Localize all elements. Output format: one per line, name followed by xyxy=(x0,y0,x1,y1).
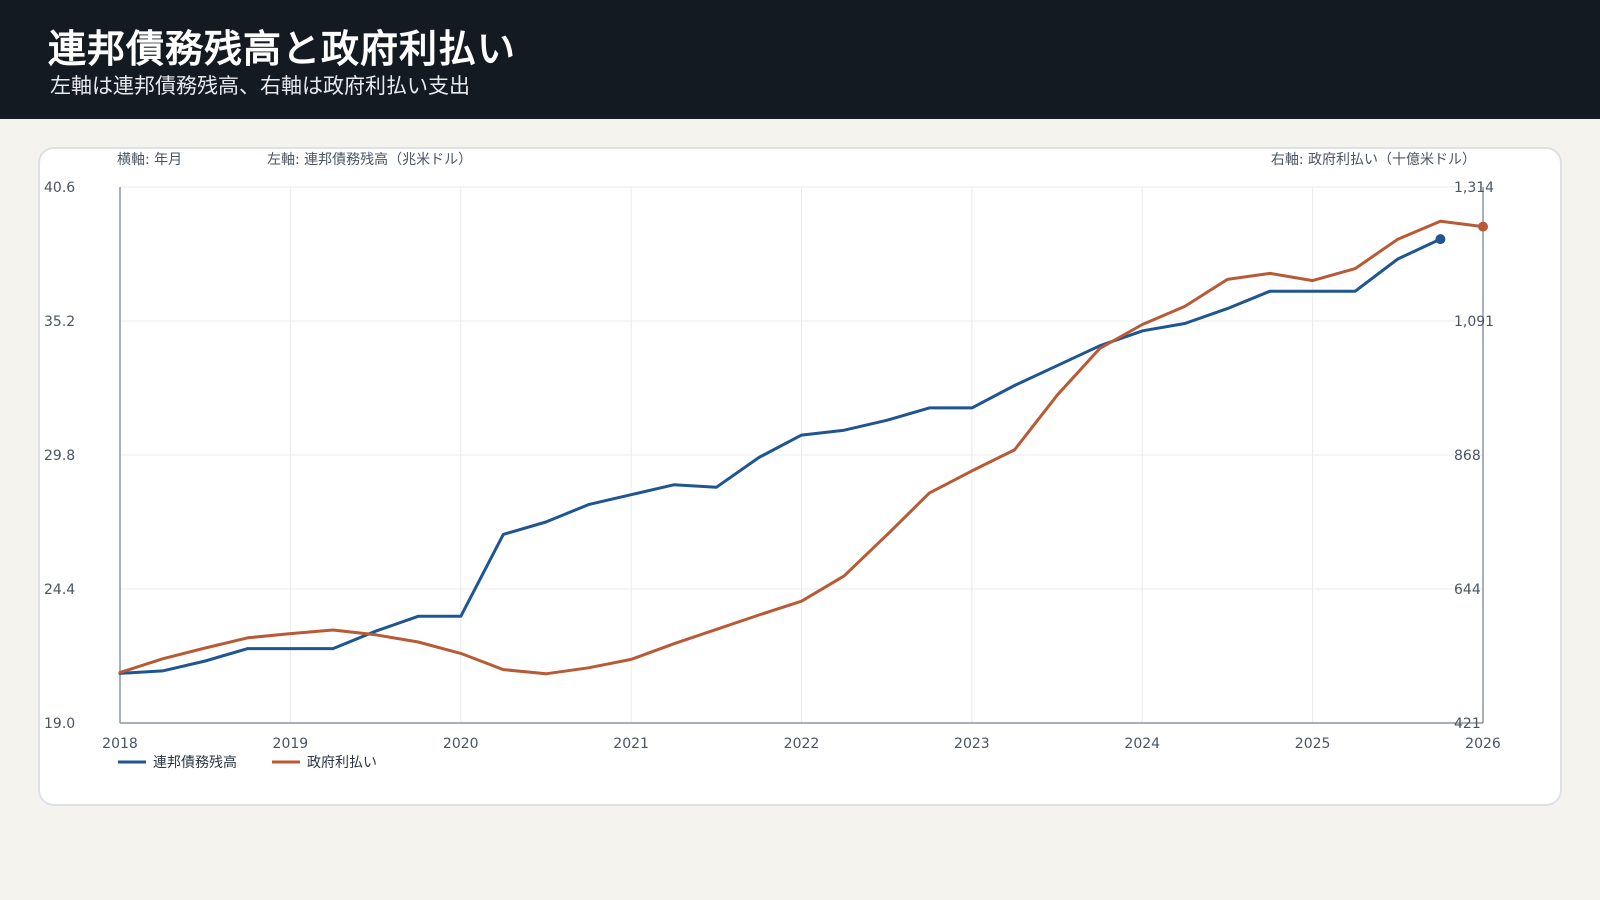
series-endpoint-debt xyxy=(1435,234,1446,245)
series-line-interest xyxy=(118,219,1485,676)
legend-label-interest: 政府利払い xyxy=(307,755,377,771)
x-tick-label: 2025 xyxy=(1295,736,1331,752)
page-subtitle: 左軸は連邦債務残高、右軸は政府利払い支出 xyxy=(50,74,470,98)
left-tick-labels: 40.6 35.2 29.8 24.4 19.0 xyxy=(44,180,75,732)
x-tick-label: 2021 xyxy=(613,736,649,752)
left-tick-label: 35.2 xyxy=(44,314,75,330)
right-tick-label: 1,314 xyxy=(1454,180,1494,196)
header-bar: 連邦債務残高と政府利払い 左軸は連邦債務残高、右軸は政府利払い支出 xyxy=(0,0,1600,119)
series-line-debt xyxy=(118,237,1442,675)
x-axis-title: 横軸: 年月 xyxy=(117,152,182,168)
series xyxy=(118,219,1488,676)
left-tick-label: 29.8 xyxy=(44,448,75,464)
x-tick-label: 2020 xyxy=(443,736,479,752)
right-axis-title: 右軸: 政府利払い（十億米ドル） xyxy=(1271,152,1476,168)
dual-axis-line-chart: 横軸: 年月 左軸: 連邦債務残高（兆米ドル） 右軸: 政府利払い（十億米ドル）… xyxy=(44,151,1501,771)
left-tick-label: 24.4 xyxy=(44,582,75,598)
left-axis-title: 左軸: 連邦債務残高（兆米ドル） xyxy=(267,151,472,168)
right-tick-label: 868 xyxy=(1454,448,1481,464)
x-tick-label: 2022 xyxy=(784,736,820,752)
x-tick-label: 2019 xyxy=(273,736,309,752)
chart-card: 横軸: 年月 左軸: 連邦債務残高（兆米ドル） 右軸: 政府利払い（十億米ドル）… xyxy=(38,147,1562,806)
right-tick-labels: 1,314 1,091 868 644 421 xyxy=(1454,180,1494,732)
right-tick-label: 421 xyxy=(1454,716,1481,732)
x-tick-labels: 2018 2019 2020 2021 2022 2023 2024 2025 2026 xyxy=(102,736,1501,752)
axes xyxy=(119,187,1484,724)
right-tick-label: 1,091 xyxy=(1454,314,1494,330)
right-tick-label: 644 xyxy=(1454,582,1481,598)
x-tick-label: 2018 xyxy=(102,736,138,752)
legend-item-debt[interactable]: 連邦債務残高 xyxy=(118,754,237,771)
legend: 連邦債務残高 政府利払い xyxy=(118,754,377,771)
x-tick-label: 2026 xyxy=(1465,736,1501,752)
left-tick-label: 19.0 xyxy=(44,716,75,732)
left-tick-label: 40.6 xyxy=(44,180,75,196)
legend-label-debt: 連邦債務残高 xyxy=(153,754,237,771)
grid xyxy=(119,186,1484,724)
x-tick-label: 2023 xyxy=(954,736,990,752)
legend-item-interest[interactable]: 政府利払い xyxy=(272,755,377,771)
x-tick-label: 2024 xyxy=(1124,736,1160,752)
series-endpoint-interest xyxy=(1478,221,1488,232)
page-title: 連邦債務残高と政府利払い xyxy=(48,27,517,71)
